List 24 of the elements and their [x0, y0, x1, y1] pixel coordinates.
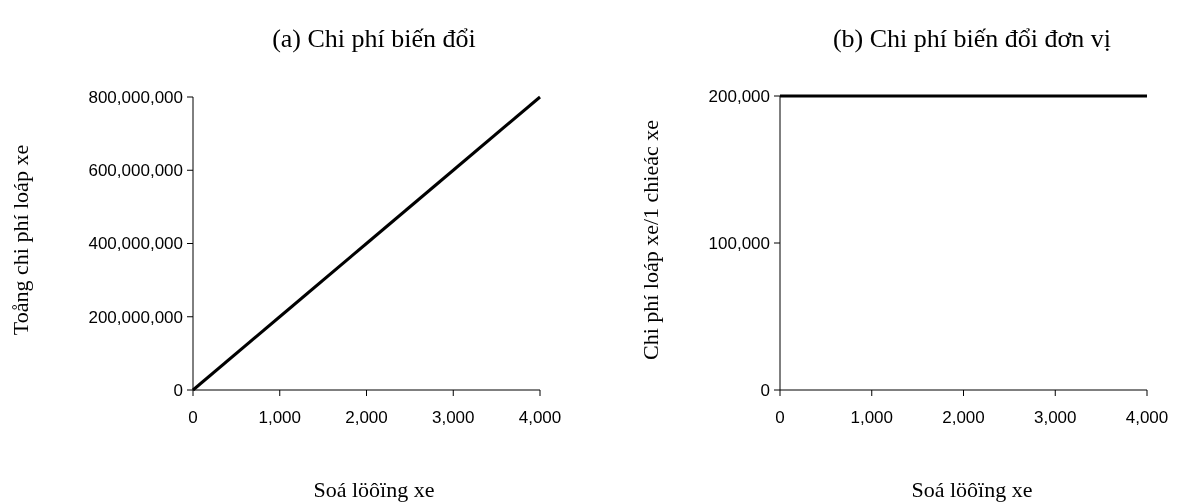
y-tick-label: 0 — [173, 380, 183, 400]
x-tick-label: 4,000 — [518, 408, 562, 427]
x-tick-label: 0 — [188, 408, 198, 427]
x-tick-label: 1,000 — [258, 408, 302, 427]
y-tick-label: 200,000 — [708, 86, 770, 106]
chart-title: (b) Chi phí biến đổi đơn vị — [832, 24, 1112, 53]
x-axis-title: Soá löôïng xe — [313, 477, 435, 502]
x-tick-label: 4,000 — [1125, 408, 1169, 427]
y-tick-label: 200,000,000 — [88, 307, 183, 327]
y-tick-label: 600,000,000 — [88, 161, 183, 181]
x-tick-label: 1,000 — [850, 408, 894, 427]
x-tick-label: 2,000 — [345, 408, 388, 427]
x-tick-label: 2,000 — [942, 408, 985, 427]
x-axis-title: Soá löôïng xe — [911, 477, 1033, 502]
y-tick-label: 0 — [760, 380, 770, 400]
chart-title: (a) Chi phí biến đổi — [272, 24, 476, 53]
y-tick-label: 800,000,000 — [88, 87, 183, 107]
y-axis-title: Chi phí loáp xe/1 chieác xe — [638, 119, 663, 361]
y-tick-label: 100,000 — [708, 233, 770, 253]
y-tick-label: 400,000,000 — [88, 234, 183, 254]
x-tick-label: 0 — [775, 408, 785, 427]
x-tick-label: 3,000 — [1033, 408, 1077, 427]
x-tick-label: 3,000 — [431, 408, 475, 427]
y-axis-title: Toång chi phí loáp xe — [8, 144, 33, 336]
